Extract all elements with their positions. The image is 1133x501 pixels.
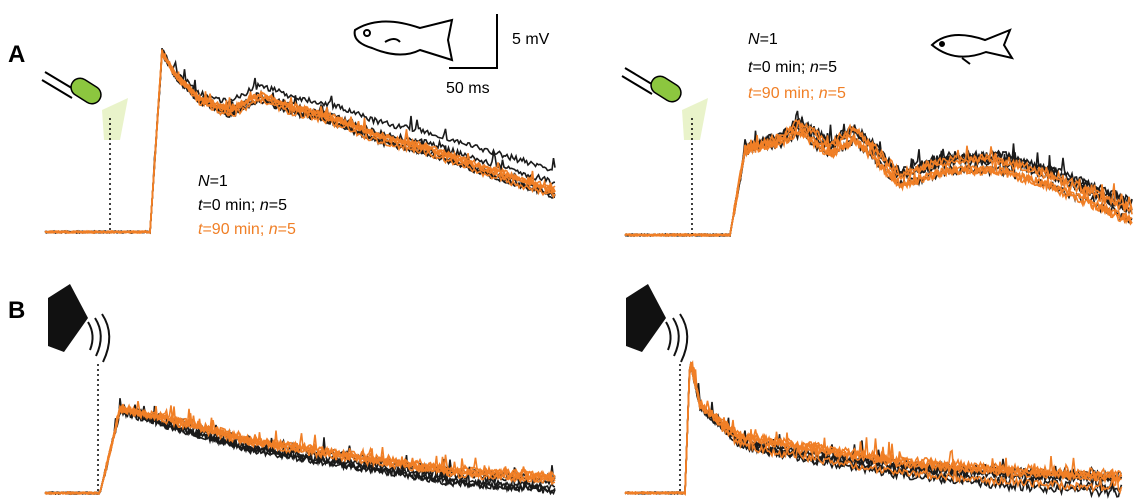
- speaker-icon: [626, 284, 687, 492]
- trace: [45, 48, 555, 233]
- speaker-icon: [48, 284, 109, 492]
- panel-label: A: [8, 41, 25, 68]
- figure: A B 5 mV 50 ms: [0, 0, 1133, 501]
- legend: N=1 t=0 min; n=5 t=90 min; n=5: [748, 31, 846, 102]
- legend-animals: N=1: [748, 31, 778, 48]
- trace: [625, 129, 1132, 236]
- led-icon: [622, 68, 708, 234]
- trace: [45, 49, 555, 233]
- trace: [45, 51, 555, 233]
- legend-control: t=0 min; n=5: [748, 59, 837, 76]
- trace: [45, 51, 555, 233]
- scale-time: 50 ms: [446, 80, 490, 97]
- fish-icon: [355, 20, 452, 60]
- trace: [45, 50, 555, 233]
- fish-icon: [932, 30, 1012, 64]
- legend-control: t=0 min; n=5: [198, 197, 287, 214]
- trace: [625, 362, 1122, 494]
- legend-animals: N=1: [198, 173, 228, 190]
- panel-label: B: [8, 297, 25, 324]
- traces: [45, 48, 1132, 497]
- led-icon: [42, 72, 128, 232]
- scale-voltage: 5 mV: [512, 31, 550, 48]
- legend-treated: t=90 min; n=5: [748, 85, 846, 102]
- trace: [45, 51, 555, 233]
- legend-treated: t=90 min; n=5: [198, 221, 296, 238]
- legend: N=1 t=0 min; n=5 t=90 min; n=5: [198, 173, 296, 238]
- trace: [45, 50, 555, 233]
